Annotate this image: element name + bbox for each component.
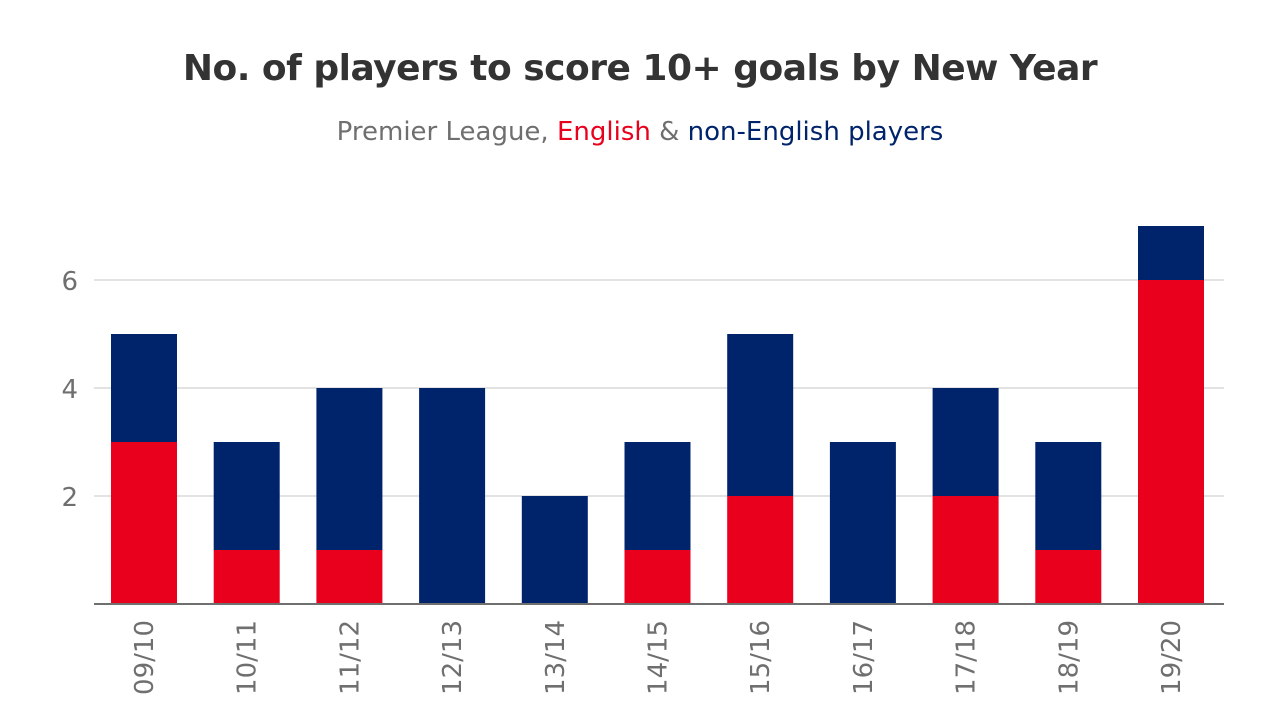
x-tick-label-19-20: 19/20 bbox=[1157, 620, 1187, 695]
y-axis-ticks: 2 4 6 bbox=[61, 267, 78, 513]
bar-non-english-11-12 bbox=[316, 388, 383, 550]
x-tick-label-10-11: 10/11 bbox=[233, 620, 263, 695]
bar-non-english-10-11 bbox=[213, 442, 280, 550]
bar-english-11-12 bbox=[316, 550, 383, 604]
bar-non-english-14-15 bbox=[624, 442, 691, 550]
bar-english-19-20 bbox=[1138, 280, 1204, 604]
x-tick-label-16-17: 16/17 bbox=[849, 620, 879, 695]
x-tick-label-17-18: 17/18 bbox=[952, 620, 982, 695]
x-tick-label-14-15: 14/15 bbox=[644, 620, 674, 695]
subtitle-non-english: non-English players bbox=[687, 117, 944, 147]
bar-english-10-11 bbox=[213, 550, 280, 604]
bar-non-english-16-17 bbox=[829, 442, 896, 604]
x-tick-label-11-12: 11/12 bbox=[335, 620, 365, 695]
chart-subtitle: Premier League, English & non-English pl… bbox=[0, 117, 1280, 147]
x-axis-ticks: 09/10 10/11 11/12 12/13 13/14 14/15 15/16 16/17… bbox=[130, 620, 1187, 695]
bar-non-english-13-14 bbox=[521, 496, 588, 604]
bar-english-18-19 bbox=[1035, 550, 1102, 604]
bar-non-english-09-10 bbox=[111, 334, 177, 442]
x-tick-label-18-19: 18/19 bbox=[1054, 620, 1084, 695]
bar-non-english-12-13 bbox=[419, 388, 486, 604]
bar-english-15-16 bbox=[727, 496, 794, 604]
chart-title: No. of players to score 10+ goals by New… bbox=[182, 48, 1098, 89]
bar-non-english-15-16 bbox=[727, 334, 794, 496]
bar-non-english-18-19 bbox=[1035, 442, 1102, 550]
x-tick-label-12-13: 12/13 bbox=[438, 620, 468, 695]
x-tick-label-15-16: 15/16 bbox=[746, 620, 776, 695]
y-tick-label-6: 6 bbox=[61, 267, 78, 297]
subtitle-part-premier-league: Premier League, bbox=[336, 117, 557, 147]
x-tick-label-13-14: 13/14 bbox=[541, 620, 571, 695]
y-tick-label-4: 4 bbox=[61, 375, 78, 405]
bars bbox=[111, 226, 1204, 604]
bar-english-14-15 bbox=[624, 550, 691, 604]
x-tick-label-09-10: 09/10 bbox=[130, 620, 160, 695]
y-tick-label-2: 2 bbox=[61, 483, 78, 513]
subtitle-english: English bbox=[556, 117, 651, 147]
bar-non-english-17-18 bbox=[932, 388, 999, 496]
bar-non-english-19-20 bbox=[1138, 226, 1204, 280]
bar-english-09-10 bbox=[111, 442, 177, 604]
subtitle-ampersand: & bbox=[650, 117, 688, 147]
bar-english-17-18 bbox=[932, 496, 999, 604]
